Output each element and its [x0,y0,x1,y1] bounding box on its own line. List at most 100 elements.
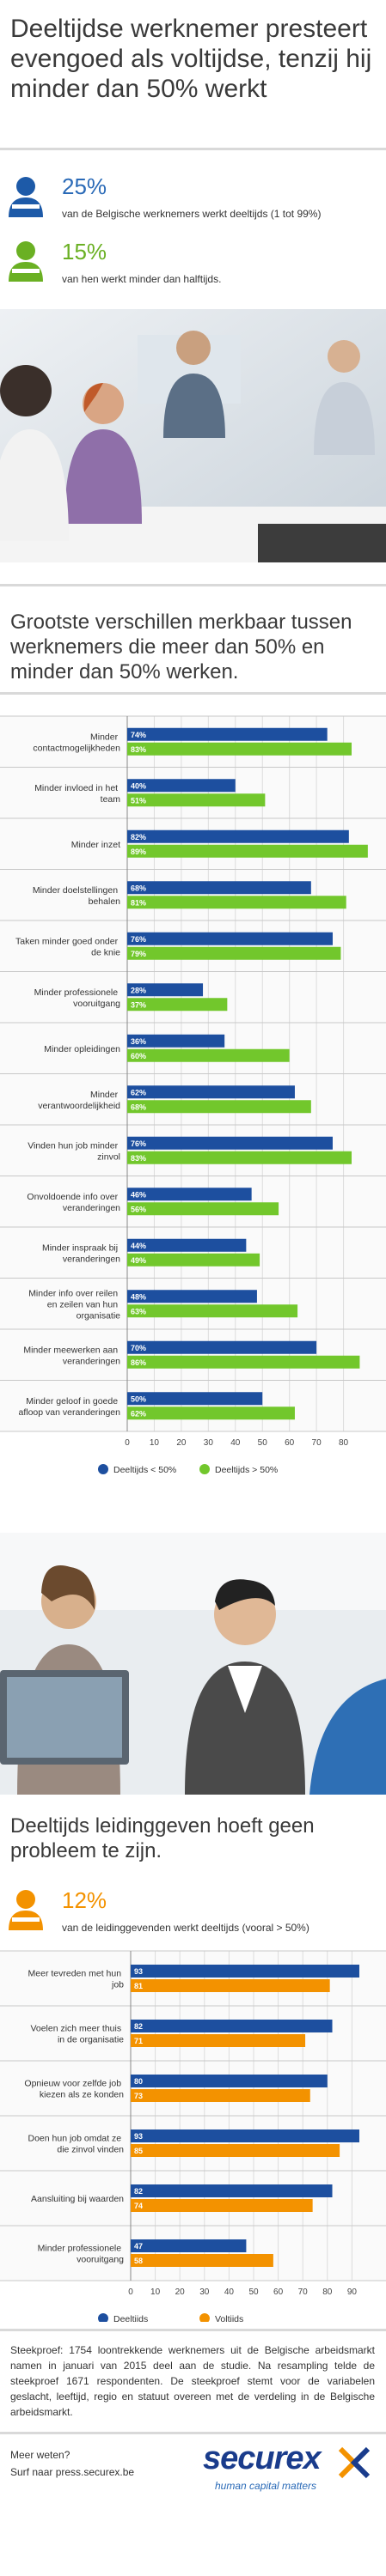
bar [131,2144,340,2157]
bar [127,793,266,807]
bar [127,998,228,1012]
bar [127,1100,311,1114]
bar [127,1151,352,1164]
x-tick-label: 40 [224,2287,235,2297]
x-tick-label: 70 [312,1438,322,1448]
bar [131,2254,273,2267]
person-icon [9,241,43,282]
legend-label: Deeltijds [113,2314,148,2322]
bar [127,1355,360,1369]
logo-tagline: human capital matters [215,2480,317,2492]
value-label: 76% [131,935,146,944]
chart: 0 10 20 30 40 50 60 70 80 Minder contactmogelijkh… [0,715,386,1475]
bar [127,1085,295,1099]
value-label: 63% [131,1307,146,1315]
value-label: 47 [134,2242,143,2251]
bar [127,844,368,858]
category-label: Minder geloof in goede afloop van verand… [18,1396,120,1418]
value-label: 85 [134,2147,143,2155]
bar [127,1202,279,1216]
category-label: Minder meewerken aan veranderingen [23,1345,120,1366]
x-tick-label: 60 [273,2287,284,2297]
x-tick-label: 10 [150,2287,161,2297]
value-label: 60% [131,1052,146,1060]
x-tick-label: 10 [150,1438,160,1448]
category-label: Voelen zich meer thuis in de organisatie [30,2024,124,2045]
bar [127,896,346,909]
bar [131,2020,333,2032]
x-tick-label: 80 [339,1438,349,1448]
x-tick-label: 0 [128,2287,133,2297]
bar [127,1048,290,1062]
category-label: Minder info over reilen en zeilen van hu… [28,1288,120,1321]
value-label: 70% [131,1344,146,1352]
category-label: Minder professionele vooruitgang [38,2244,125,2265]
value-label: 86% [131,1358,146,1367]
bar [131,2199,313,2212]
divider [0,692,386,695]
section-heading: Grootste verschillen merkbaar tussen wer… [10,611,352,683]
x-tick-label: 50 [248,2287,259,2297]
bar [127,932,333,945]
x-tick-label: 20 [176,1438,187,1448]
bar [131,2239,247,2252]
category-label: Taken minder goed onder de knie [15,936,120,957]
bar [127,1253,260,1267]
more-link: Surf naar press.securex.be [10,2466,135,2478]
divider [0,2329,386,2331]
person-icon [9,177,43,217]
category-label: Opnieuw voor zelfde job kiezen als ze ko… [24,2079,124,2100]
stat-value: 12% [62,1887,107,1913]
bar [131,2034,306,2047]
x-tick-label: 30 [204,1438,214,1448]
legend-label: Deeltijds > 50% [215,1465,278,1475]
chart: 0 10 20 30 40 50 60 70 80 90 Meer tevreden met hun… [0,1950,386,2322]
bar [127,881,311,895]
stat-text: van de Belgische werknemers werkt deelti… [62,208,322,220]
bar [127,1136,333,1150]
page-title: Deeltijdse werknemer presteert evengoed … [10,15,372,103]
bar [127,1304,298,1318]
value-label: 40% [131,781,146,790]
value-label: 93 [134,2132,143,2141]
category-label: Aansluiting bij waarden [31,2194,124,2204]
x-tick-label: 30 [199,2287,210,2297]
x-tick-label: 80 [322,2287,333,2297]
divider [0,2432,386,2434]
value-label: 68% [131,1103,146,1111]
section-heading: Deeltijds leidinggeven hoeft geen proble… [10,1814,315,1862]
footnote: Steekproef: 1754 loontrekkende werknemer… [10,2344,375,2418]
bar [127,829,349,843]
bar [127,1290,257,1303]
category-label: Onvoldoende info over veranderingen [27,1192,120,1213]
bar [131,2129,359,2142]
value-label: 73 [134,2092,143,2100]
bar [131,2184,333,2197]
logo-mark [338,2446,371,2479]
bar [127,983,204,997]
bar [127,1340,317,1354]
category-label: Minder doelstellingen behalen [33,885,120,907]
category-label: Meer tevreden met hun job [28,1969,125,1990]
value-label: 81 [134,1982,143,1990]
legend-swatch [199,1464,210,1474]
value-label: 71 [134,2037,143,2045]
category-label: Minder inzet [71,840,120,850]
value-label: 82 [134,2187,143,2196]
value-label: 62% [131,1088,146,1097]
value-label: 74 [134,2202,143,2210]
bar [131,2075,328,2087]
category-label: Minder contactmogelijkheden [33,732,120,753]
value-label: 68% [131,884,146,892]
bar [131,2089,310,2102]
person-icon [9,1890,43,1930]
category-label: Minder inspraak bij veranderingen [42,1242,120,1264]
bar [127,742,352,756]
x-tick-label: 60 [285,1438,295,1448]
photo [0,1533,386,1795]
category-label: Minder invloed in het team [34,783,120,805]
bar [127,946,341,960]
value-label: 89% [131,848,146,856]
value-label: 50% [131,1394,146,1403]
